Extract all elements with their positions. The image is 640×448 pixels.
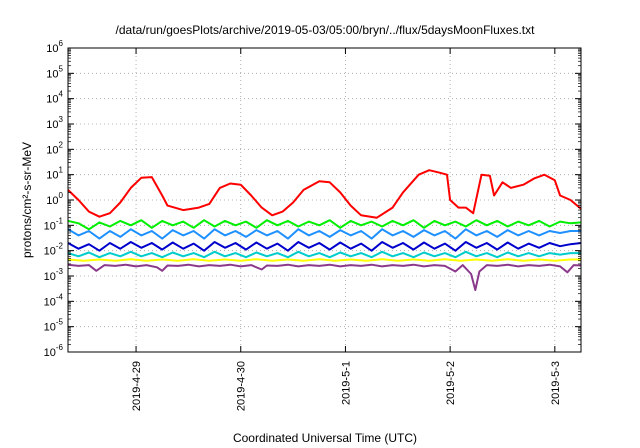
y-tick-label: 101 [46,166,63,182]
x-tick-label: 2019-5-2 [445,361,457,405]
series-line [67,228,581,240]
y-tick-label: 106 [46,39,63,55]
x-tick-label: 2019-5-1 [340,361,352,405]
x-tick-label: 2019-5-3 [550,361,562,405]
series-line [67,250,581,259]
x-tick-label: 2019-4-30 [236,361,248,411]
y-axis-title: protons/cm²-s-sr-MeV [20,142,34,258]
x-axis-title: Coordinated Universal Time (UTC) [233,431,417,445]
y-tick-label: 10-5 [44,318,64,334]
y-tick-label: 10-4 [44,292,64,308]
series-lines [67,169,582,291]
y-tick-label: 105 [46,64,63,80]
y-tick-label: 10-2 [44,242,64,258]
y-tick-label: 100 [46,191,63,207]
series-line [67,241,582,252]
series-line [67,219,582,231]
y-tick-label: 10-3 [44,267,64,283]
x-axis-ticks: 2019-4-29 2019-4-30 2019-5-1 2019-5-2 2019-5… [131,48,562,411]
grid-lines [68,48,581,352]
y-tick-label: 10-6 [44,343,64,359]
y-tick-label: 10-1 [44,216,64,232]
y-tick-label: 102 [46,140,63,156]
chart-title: /data/run/goesPlots/archive/2019-05-03/0… [116,23,536,37]
y-tick-label: 104 [46,90,63,106]
x-tick-label: 2019-4-29 [131,361,143,411]
series-line [67,169,582,219]
series-line [67,258,581,262]
y-tick-label: 103 [46,115,63,131]
series-line [67,263,582,291]
y-axis-ticks: 10-6 10-5 10-4 10-3 10-2 10-1 100 101 102 103 104 1… [44,39,581,359]
